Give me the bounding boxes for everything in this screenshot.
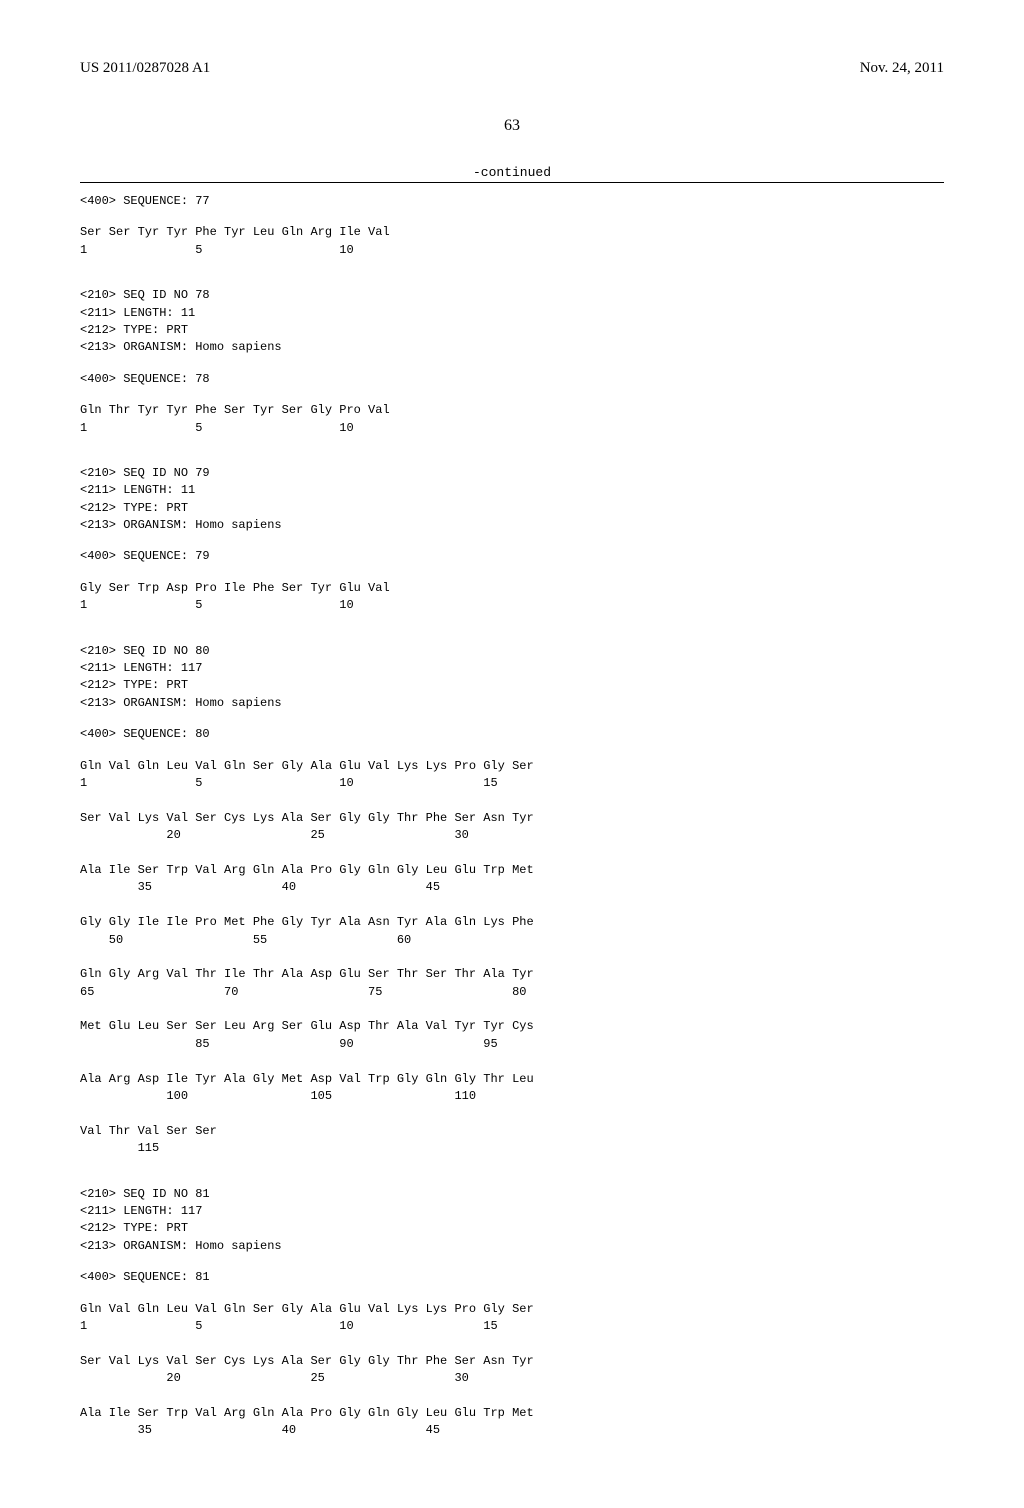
sequence-listing: <400> SEQUENCE: 77 Ser Ser Tyr Tyr Phe Ty… xyxy=(80,193,944,1440)
sequence-meta: <210> SEQ ID NO 79 <211> LENGTH: 11 <212… xyxy=(80,465,944,535)
sequence-body: Gln Val Gln Leu Val Gln Ser Gly Ala Glu … xyxy=(80,1301,944,1440)
sequence-body: Gln Val Gln Leu Val Gln Ser Gly Ala Glu … xyxy=(80,758,944,1158)
continued-label: -continued xyxy=(80,165,944,180)
sequence-meta: <210> SEQ ID NO 80 <211> LENGTH: 117 <21… xyxy=(80,643,944,713)
sequence-meta: <210> SEQ ID NO 81 <211> LENGTH: 117 <21… xyxy=(80,1186,944,1256)
sequence-body: Gly Ser Trp Asp Pro Ile Phe Ser Tyr Glu … xyxy=(80,580,944,615)
sequence-meta: <210> SEQ ID NO 78 <211> LENGTH: 11 <212… xyxy=(80,287,944,357)
divider xyxy=(80,182,944,183)
sequence-label: <400> SEQUENCE: 81 xyxy=(80,1269,944,1286)
page-header: US 2011/0287028 A1 Nov. 24, 2011 xyxy=(80,60,944,77)
sequence-label: <400> SEQUENCE: 78 xyxy=(80,371,944,388)
sequence-body: Ser Ser Tyr Tyr Phe Tyr Leu Gln Arg Ile … xyxy=(80,224,944,259)
sequence-body: Gln Thr Tyr Tyr Phe Ser Tyr Ser Gly Pro … xyxy=(80,402,944,437)
page-number: 63 xyxy=(80,117,944,135)
sequence-label: <400> SEQUENCE: 80 xyxy=(80,726,944,743)
sequence-label: <400> SEQUENCE: 77 xyxy=(80,193,944,210)
publication-number: US 2011/0287028 A1 xyxy=(80,60,210,77)
publication-date: Nov. 24, 2011 xyxy=(860,60,944,77)
sequence-label: <400> SEQUENCE: 79 xyxy=(80,548,944,565)
